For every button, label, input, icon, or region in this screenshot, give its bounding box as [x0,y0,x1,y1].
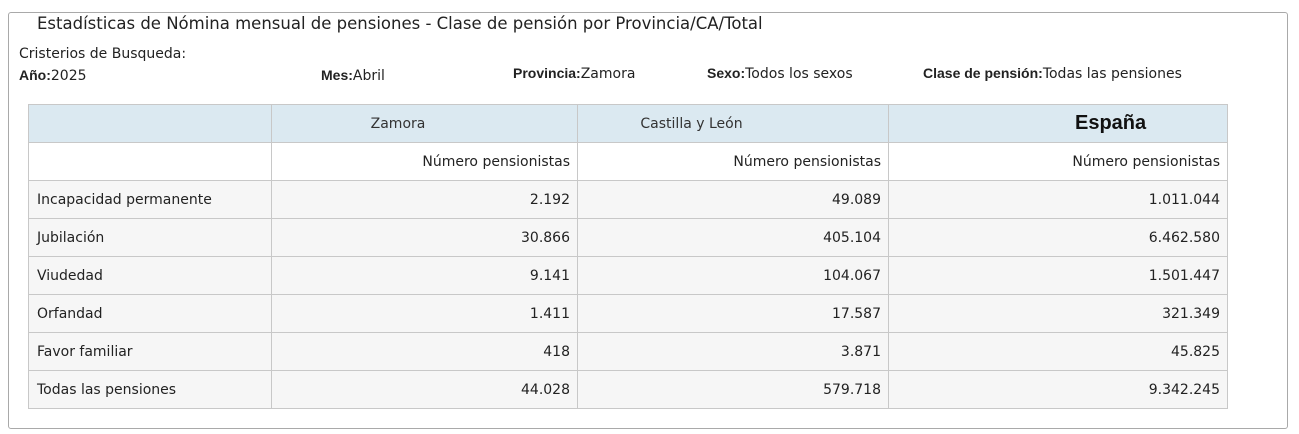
cell-castilla-leon: 579.718 [577,370,889,409]
region-header-zamora: Zamora [271,104,578,143]
cell-espana: 1.011.044 [888,180,1228,219]
row-label: Todas las pensiones [28,370,272,409]
metric-header-row: Número pensionistas Número pensionistas … [28,142,1228,181]
cell-zamora: 1.411 [271,294,578,333]
cell-castilla-leon: 49.089 [577,180,889,219]
cell-zamora: 44.028 [271,370,578,409]
cell-espana: 1.501.447 [888,256,1228,295]
year-label: Año: [19,67,51,83]
metric-header-castilla-leon: Número pensionistas [577,142,889,181]
criteria-pension-class: Clase de pensión:Todas las pensiones [923,65,1182,82]
metric-header-empty [28,142,272,181]
province-value: Zamora [580,66,636,82]
table-row: Jubilación 30.866 405.104 6.462.580 [28,218,1228,257]
month-label: Mes: [321,67,353,83]
sex-value: Todos los sexos [745,66,853,82]
cell-zamora: 30.866 [271,218,578,257]
cell-espana: 321.349 [888,294,1228,333]
search-criteria-title: Cristerios de Busqueda: [19,46,187,62]
metric-header-espana: Número pensionistas [888,142,1228,181]
row-label: Jubilación [28,218,272,257]
row-label: Viudedad [28,256,272,295]
row-label: Favor familiar [28,332,272,371]
criteria-year: Año:2025 [19,67,87,84]
cell-castilla-leon: 104.067 [577,256,889,295]
cell-espana: 45.825 [888,332,1228,371]
pensions-table: Zamora Castilla y León España Número pen… [28,104,1228,409]
cell-zamora: 2.192 [271,180,578,219]
row-label: Incapacidad permanente [28,180,272,219]
cell-espana: 9.342.245 [888,370,1228,409]
sex-label: Sexo: [707,65,746,81]
month-value: Abril [352,68,385,84]
panel-title: Estadísticas de Nómina mensual de pensio… [33,14,767,33]
cell-zamora: 418 [271,332,578,371]
year-value: 2025 [50,68,87,84]
row-label: Orfandad [28,294,272,333]
cell-castilla-leon: 3.871 [577,332,889,371]
criteria-sex: Sexo:Todos los sexos [707,65,853,82]
province-label: Provincia: [513,65,581,81]
region-header-row: Zamora Castilla y León España [28,104,1228,143]
table-row: Favor familiar 418 3.871 45.825 [28,332,1228,371]
cell-castilla-leon: 17.587 [577,294,889,333]
pension-class-value: Todas las pensiones [1042,66,1182,82]
metric-header-zamora: Número pensionistas [271,142,578,181]
pension-class-label: Clase de pensión: [923,65,1043,81]
cell-espana: 6.462.580 [888,218,1228,257]
criteria-month: Mes:Abril [321,67,385,84]
statistics-panel: Estadísticas de Nómina mensual de pensio… [8,12,1288,429]
cell-zamora: 9.141 [271,256,578,295]
table-row: Incapacidad permanente 2.192 49.089 1.01… [28,180,1228,219]
table-row: Orfandad 1.411 17.587 321.349 [28,294,1228,333]
cell-castilla-leon: 405.104 [577,218,889,257]
table-row: Viudedad 9.141 104.067 1.501.447 [28,256,1228,295]
criteria-province: Provincia:Zamora [513,65,635,82]
region-header-espana: España [888,104,1228,143]
table-row: Todas las pensiones 44.028 579.718 9.342… [28,370,1228,409]
region-header-empty [28,104,272,143]
region-header-castilla-leon: Castilla y León [577,104,889,143]
